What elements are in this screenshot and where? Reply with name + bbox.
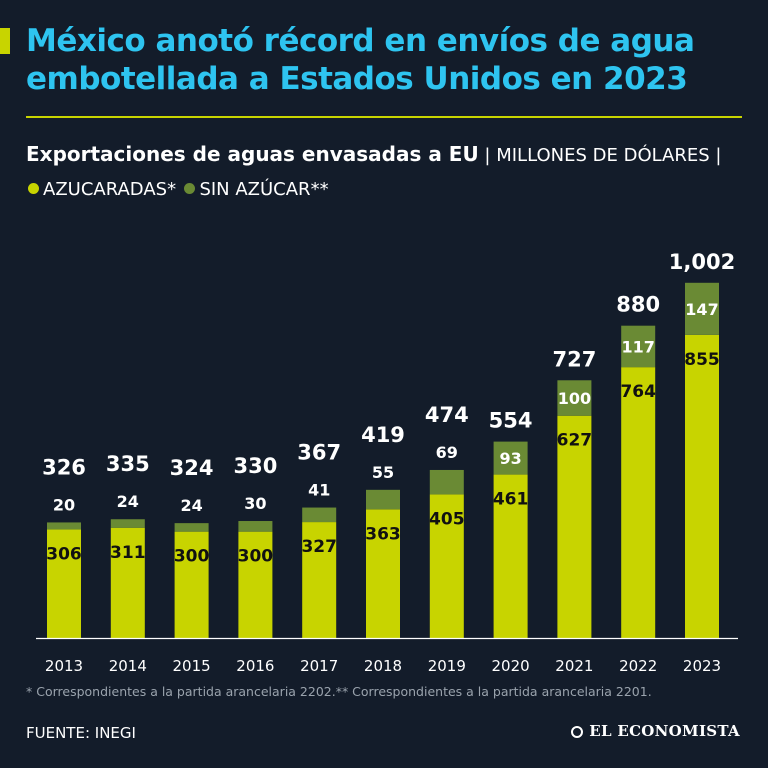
legend-label-sin-azucar: SIN AZÚCAR** <box>199 179 329 200</box>
x-tick-label-2019: 2019 <box>428 657 466 675</box>
value-label-sin-azucar-2019: 69 <box>436 443 458 462</box>
title-divider <box>26 116 742 118</box>
bar-sin-azucar-2021 <box>557 380 592 416</box>
bar-azucaradas-2018 <box>366 509 400 638</box>
total-label-2022: 880 <box>616 293 660 317</box>
bar-sin-azucar-2018 <box>366 489 400 510</box>
value-label-azucaradas-2019: 405 <box>429 509 465 529</box>
bar-sin-azucar-2014 <box>110 519 145 528</box>
x-tick-label-2020: 2020 <box>492 657 530 675</box>
bar-sin-azucar-2020 <box>493 441 528 475</box>
x-tick-label-2023: 2023 <box>683 657 721 675</box>
subtitle-unit: MILLONES DE DÓLARES <box>496 145 710 166</box>
brand-icon <box>571 726 584 738</box>
bar-azucaradas-2016 <box>238 531 273 638</box>
value-label-azucaradas-2016: 300 <box>238 547 274 567</box>
subtitle-separator: | <box>478 145 497 166</box>
value-label-sin-azucar-2017: 41 <box>308 481 330 500</box>
bar-azucaradas-2015 <box>174 531 209 638</box>
total-label-2019: 474 <box>425 403 469 427</box>
value-label-azucaradas-2015: 300 <box>174 547 210 567</box>
bar-azucaradas-2019 <box>429 494 464 638</box>
value-label-azucaradas-2023: 855 <box>684 350 720 370</box>
value-label-sin-azucar-2020: 93 <box>499 449 521 468</box>
value-label-azucaradas-2017: 327 <box>301 537 337 557</box>
value-label-sin-azucar-2015: 24 <box>180 496 202 515</box>
footnote: * Correspondientes a la partida arancela… <box>26 684 652 699</box>
total-label-2023: 1,002 <box>669 250 735 274</box>
total-label-2021: 727 <box>552 347 596 371</box>
total-label-2013: 326 <box>42 455 86 479</box>
bar-azucaradas-2017 <box>302 522 337 638</box>
subtitle-main: Exportaciones de aguas envasadas a EU <box>26 142 479 166</box>
total-label-2020: 554 <box>489 409 533 433</box>
value-label-sin-azucar-2021: 100 <box>558 389 591 408</box>
bar-azucaradas-2020 <box>493 474 528 638</box>
value-label-azucaradas-2020: 461 <box>493 490 529 510</box>
total-label-2014: 335 <box>106 452 150 476</box>
bar-azucaradas-2021 <box>557 415 592 638</box>
bar-azucaradas-2023 <box>685 334 719 638</box>
value-label-sin-azucar-2014: 24 <box>117 492 139 511</box>
value-label-sin-azucar-2022: 117 <box>621 337 654 356</box>
value-label-sin-azucar-2018: 55 <box>372 463 394 482</box>
total-label-2018: 419 <box>361 423 405 447</box>
bar-azucaradas-2022 <box>621 367 656 638</box>
bar-azucaradas-2014 <box>110 527 145 638</box>
page-title: México anotó récord en envíos de agua em… <box>26 23 695 97</box>
x-tick-label-2018: 2018 <box>364 657 402 675</box>
x-tick-label-2015: 2015 <box>173 657 211 675</box>
bar-sin-azucar-2013 <box>47 522 81 530</box>
stacked-bar-chart: 306 20 326 2013 311 24 335 2014 300 24 324 2015 300 3… <box>36 250 738 675</box>
brand-name: EL ECONOMISTA <box>589 722 740 740</box>
chart-subtitle: Exportaciones de aguas envasadas a EU | … <box>26 138 742 206</box>
legend-separator: | <box>709 145 722 166</box>
value-label-sin-azucar-2016: 30 <box>244 494 266 513</box>
value-label-azucaradas-2021: 627 <box>557 431 593 451</box>
bar-sin-azucar-2016 <box>238 521 273 532</box>
total-label-2015: 324 <box>170 456 214 480</box>
x-tick-label-2021: 2021 <box>555 657 593 675</box>
value-label-azucaradas-2014: 311 <box>110 543 146 563</box>
source-label: FUENTE: INEGI <box>26 724 136 742</box>
x-tick-label-2017: 2017 <box>300 657 338 675</box>
value-label-sin-azucar-2023: 147 <box>685 300 718 319</box>
accent-bar <box>0 28 10 54</box>
legend-label-azucaradas: AZUCARADAS* <box>43 179 177 200</box>
value-label-sin-azucar-2013: 20 <box>53 495 75 514</box>
x-tick-label-2016: 2016 <box>236 657 274 675</box>
legend-dot-sin-azucar <box>184 183 196 194</box>
value-label-azucaradas-2013: 306 <box>46 545 82 565</box>
total-label-2017: 367 <box>297 441 341 465</box>
bar-azucaradas-2013 <box>47 529 81 638</box>
bar-sin-azucar-2017 <box>302 507 337 523</box>
bar-sin-azucar-2015 <box>174 523 209 532</box>
x-tick-label-2013: 2013 <box>45 657 83 675</box>
total-label-2016: 330 <box>233 454 277 478</box>
x-tick-label-2014: 2014 <box>109 657 147 675</box>
value-label-azucaradas-2022: 764 <box>620 382 656 402</box>
x-tick-label-2022: 2022 <box>619 657 657 675</box>
bar-sin-azucar-2022 <box>621 325 656 368</box>
legend-dot-azucaradas <box>28 183 39 194</box>
bar-sin-azucar-2023 <box>685 282 719 335</box>
brand-logo: EL ECONOMISTA <box>571 722 740 740</box>
value-label-azucaradas-2018: 363 <box>365 524 401 544</box>
bar-sin-azucar-2019 <box>429 469 464 495</box>
